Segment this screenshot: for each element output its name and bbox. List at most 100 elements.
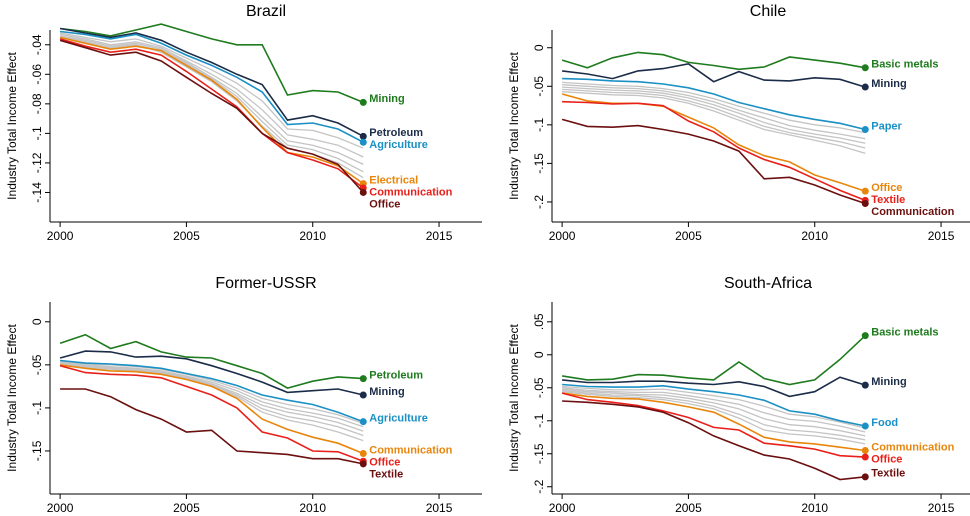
background-line — [60, 363, 364, 437]
series-line — [59, 364, 364, 463]
background-line — [562, 81, 866, 134]
y-tick-label: -.04 — [30, 34, 44, 55]
series-line — [59, 333, 364, 389]
background-line — [60, 361, 364, 428]
x-tick-label: 2000 — [47, 501, 74, 515]
series-line — [59, 38, 364, 189]
series-label: Office — [369, 198, 400, 210]
background-line — [59, 33, 364, 158]
y-tick-label: -.12 — [30, 152, 44, 173]
x-tick-label: 2015 — [928, 229, 955, 243]
series-line — [561, 335, 866, 386]
series-label: Communication — [369, 186, 452, 198]
panel: Brazil Industry Total Income Effect -.14 -.… — [5, 3, 482, 243]
background-line — [562, 389, 866, 441]
end-point — [359, 391, 367, 399]
y-tick-label: -.15 — [30, 440, 44, 461]
x-tick-label: 2000 — [549, 501, 576, 515]
end-point — [861, 199, 869, 207]
panel: Former-USSR Industry Total Income Effect 0… — [5, 275, 482, 515]
y-axis-label: Industry Total Income Effect — [507, 324, 521, 472]
end-point — [861, 453, 869, 461]
y-tick-label: -.08 — [30, 93, 44, 114]
y-tick-label: .05 — [532, 313, 546, 330]
series-label: Agriculture — [369, 413, 428, 425]
background-line — [562, 391, 866, 445]
y-tick-label: 0 — [30, 318, 44, 325]
series-line — [562, 383, 866, 427]
series-label: Electrical — [369, 174, 418, 186]
y-tick-label: 0 — [532, 351, 546, 358]
series-label: Office — [871, 453, 902, 465]
series-label: Mining — [369, 386, 404, 398]
x-tick-label: 2000 — [47, 229, 74, 243]
end-point — [359, 138, 367, 146]
y-tick-label: -.1 — [532, 413, 546, 427]
y-tick-label: -.05 — [30, 354, 44, 375]
background-line — [562, 91, 866, 155]
series-label: Communication — [871, 206, 954, 218]
y-tick-label: -.05 — [532, 76, 546, 97]
x-tick-label: 2005 — [173, 501, 200, 515]
series-label: Textile — [871, 468, 905, 480]
y-tick-label: -.15 — [532, 443, 546, 464]
y-axis-label: Industry Total Income Effect — [5, 52, 19, 200]
background-line — [562, 84, 866, 140]
background-line — [562, 388, 866, 437]
background-line — [562, 86, 866, 144]
panel-title: South-Africa — [724, 275, 812, 292]
y-tick-label: -.1 — [30, 401, 44, 415]
end-point — [359, 188, 367, 196]
series-label: Office — [871, 182, 902, 194]
series-label: Basic metals — [871, 326, 938, 338]
end-point — [359, 460, 367, 468]
x-tick-label: 2010 — [299, 501, 326, 515]
x-tick-label: 2000 — [549, 229, 576, 243]
y-axis-label: Industry Total Income Effect — [5, 324, 19, 472]
series-line — [562, 400, 866, 481]
y-axis-label: Industry Total Income Effect — [507, 52, 521, 200]
background-line — [59, 32, 364, 149]
x-tick-label: 2015 — [426, 501, 453, 515]
series-line — [562, 63, 866, 88]
y-tick-label: -.2 — [532, 479, 546, 493]
series-label: Agriculture — [369, 139, 428, 151]
end-point — [861, 422, 869, 430]
x-tick-label: 2010 — [801, 501, 828, 515]
x-tick-label: 2010 — [299, 229, 326, 243]
end-point — [861, 125, 869, 133]
end-point — [861, 64, 869, 72]
end-point — [359, 132, 367, 140]
series-line — [59, 364, 364, 455]
series-label: Mining — [871, 78, 906, 90]
background-line — [562, 385, 866, 429]
series-label: Mining — [871, 376, 906, 388]
series-label: Communication — [369, 444, 452, 456]
series-line — [59, 27, 364, 138]
series-line — [561, 392, 866, 458]
series-label: Paper — [871, 120, 902, 132]
end-point — [359, 98, 367, 106]
panel-title: Former-USSR — [215, 275, 316, 292]
end-point — [861, 381, 869, 389]
x-tick-label: 2015 — [928, 501, 955, 515]
panel: Chile Industry Total Income Effect 0 -.05 -.… — [507, 3, 970, 243]
end-point — [861, 83, 869, 91]
x-tick-label: 2005 — [675, 501, 702, 515]
series-line — [59, 39, 364, 194]
series-line — [60, 23, 364, 104]
background-line — [60, 360, 364, 425]
series-line — [59, 36, 364, 185]
panel-title: Brazil — [246, 3, 286, 20]
panel-title: Chile — [750, 3, 787, 20]
series-line — [561, 118, 866, 205]
y-tick-label: 0 — [532, 44, 546, 51]
series-line — [60, 30, 364, 143]
series-line — [59, 350, 364, 396]
end-point — [359, 450, 367, 458]
y-tick-label: -.2 — [532, 195, 546, 209]
background-line — [60, 362, 364, 432]
end-point — [861, 473, 869, 481]
background-line — [59, 35, 364, 173]
end-point — [359, 418, 367, 426]
